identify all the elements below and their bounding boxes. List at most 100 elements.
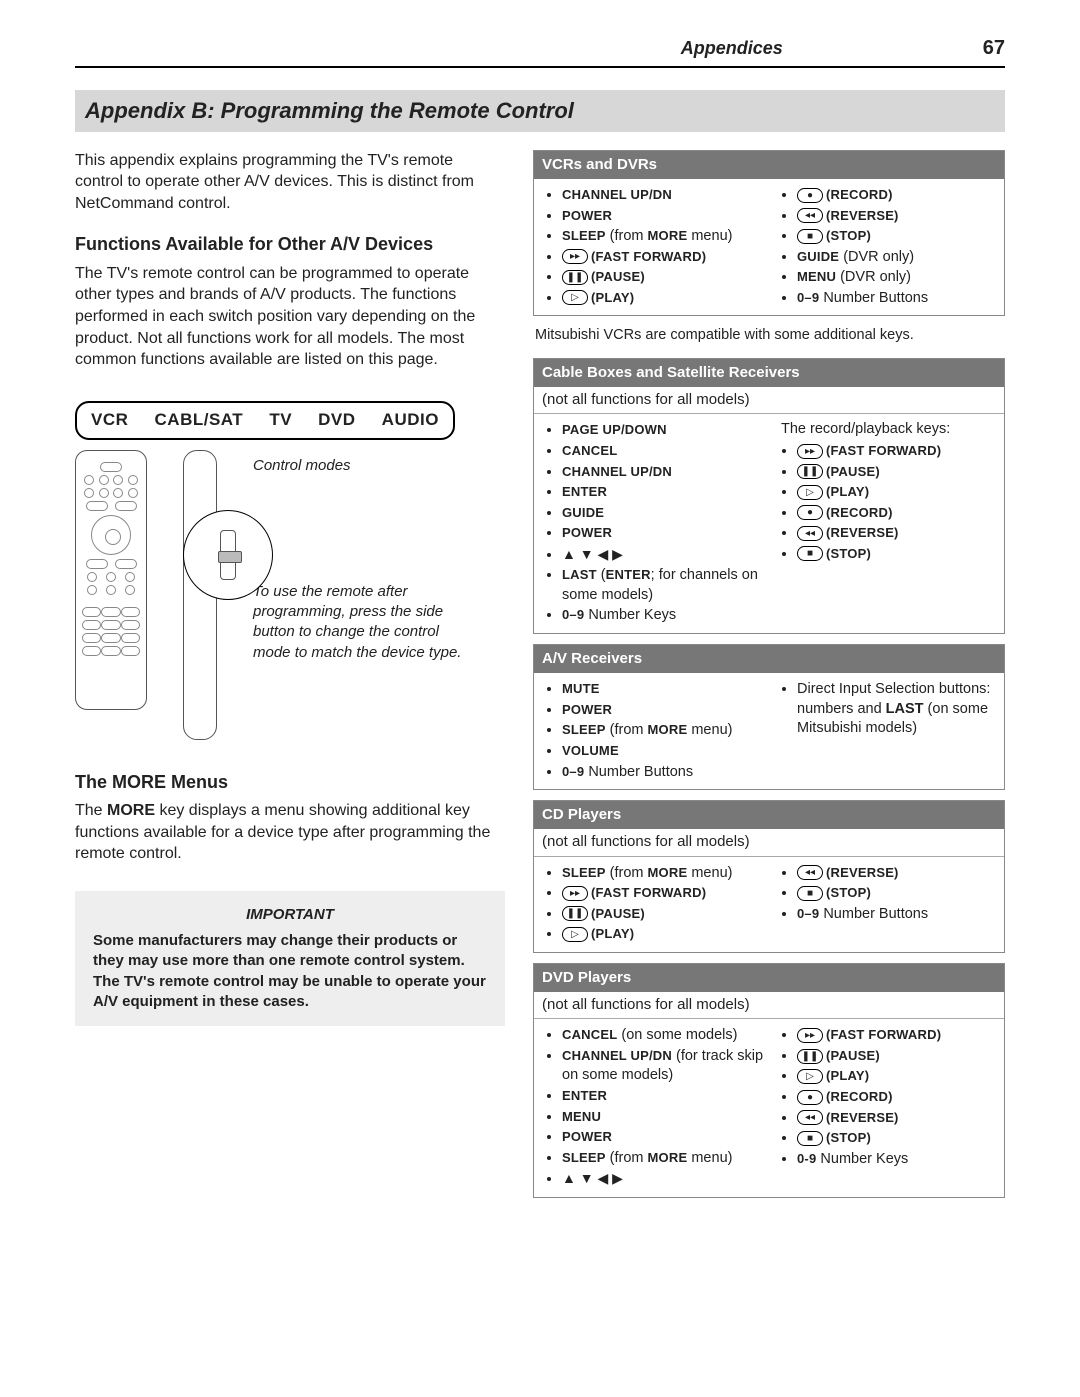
function-item: POWER — [562, 207, 765, 227]
function-item: ENTER — [562, 483, 765, 503]
function-item: ▲ ▼ ◀ ▶ — [562, 1169, 765, 1190]
function-item: ▲ ▼ ◀ ▶ — [562, 545, 765, 566]
right-column: VCRs and DVRsCHANNEL UP/DNPOWERSLEEP (fr… — [533, 150, 1005, 1208]
remote-front-view — [75, 450, 147, 710]
func-key: SLEEP — [562, 228, 606, 243]
more-body-key: MORE — [107, 802, 155, 819]
func-key: (PAUSE) — [591, 269, 645, 284]
stop-icon: ■ — [797, 546, 823, 561]
vcr-col-right: ●(RECORD)◂◂(REVERSE)■(STOP)GUIDE (DVR on… — [769, 179, 1004, 315]
play-icon: ▷ — [562, 927, 588, 942]
function-item: GUIDE — [562, 504, 765, 524]
cable-header: Cable Boxes and Satellite Receivers — [534, 359, 1004, 387]
mode-cablsat: CABL/SAT — [155, 409, 244, 432]
pause-icon: ❚❚ — [797, 464, 823, 479]
stop-icon: ■ — [797, 1131, 823, 1146]
vcr-header: VCRs and DVRs — [534, 151, 1004, 179]
function-item: POWER — [562, 701, 765, 721]
function-item: ❚❚(PAUSE) — [562, 268, 765, 288]
remote-illustration: Control modes To use the remote after pr… — [75, 450, 505, 740]
function-item: MENU (DVR only) — [797, 268, 1000, 288]
function-item: VOLUME — [562, 742, 765, 762]
function-item: PAGE UP/DOWN — [562, 421, 765, 441]
rec-icon: ● — [797, 188, 823, 203]
cd-col-left: SLEEP (from MORE menu)▸▸(FAST FORWARD)❚❚… — [534, 857, 769, 952]
function-item: 0–9 Number Keys — [562, 606, 765, 626]
mode-dvd: DVD — [318, 409, 355, 432]
dvd-col-right: ▸▸(FAST FORWARD)❚❚(PAUSE)▷(PLAY)●(RECORD… — [769, 1019, 1004, 1197]
func-key: POWER — [562, 525, 612, 540]
func-key: 0-9 — [797, 1151, 816, 1166]
av-col-left: MUTEPOWERSLEEP (from MORE menu)VOLUME0–9… — [534, 673, 769, 789]
function-item: ▸▸(FAST FORWARD) — [562, 884, 765, 904]
func-key: (REVERSE) — [826, 208, 899, 223]
func-key: (FAST FORWARD) — [826, 443, 941, 458]
function-item: ●(RECORD) — [797, 1088, 1000, 1108]
function-item: POWER — [562, 1128, 765, 1148]
rev-icon: ◂◂ — [797, 208, 823, 223]
function-item: 0–9 Number Buttons — [797, 905, 1000, 925]
dvd-header: DVD Players — [534, 964, 1004, 992]
av-col-right: Direct Input Selection buttons: numbers … — [769, 673, 1004, 789]
function-item: ❚❚(PAUSE) — [797, 463, 1000, 483]
func-key: (REVERSE) — [826, 865, 899, 880]
func-key: (RECORD) — [826, 505, 893, 520]
function-item: ▷(PLAY) — [562, 925, 765, 945]
func-key: (STOP) — [826, 228, 871, 243]
arrow-keys-icon: ▲ ▼ ◀ ▶ — [562, 1170, 623, 1186]
important-label: IMPORTANT — [93, 905, 487, 925]
mode-vcr: VCR — [91, 409, 128, 432]
func-key: POWER — [562, 1129, 612, 1144]
function-item: 0–9 Number Buttons — [562, 763, 765, 783]
function-item: MENU — [562, 1108, 765, 1128]
function-item: ▸▸(FAST FORWARD) — [797, 1026, 1000, 1046]
vcr-footnote: Mitsubishi VCRs are compatible with some… — [535, 326, 1005, 346]
more-menus-body: The MORE key displays a menu showing add… — [75, 800, 505, 865]
cable-note: (not all functions for all models) — [534, 387, 1004, 414]
rec-icon: ● — [797, 505, 823, 520]
func-key: POWER — [562, 208, 612, 223]
section-title: Appendices — [681, 36, 783, 60]
func-key: PAGE UP/DOWN — [562, 422, 667, 437]
cd-table: CD Players(not all functions for all mod… — [533, 800, 1005, 953]
rev-icon: ◂◂ — [797, 1110, 823, 1125]
function-item: CANCEL (on some models) — [562, 1026, 765, 1046]
function-item: 0–9 Number Buttons — [797, 289, 1000, 309]
function-item: SLEEP (from MORE menu) — [562, 721, 765, 741]
func-key: (STOP) — [826, 546, 871, 561]
func-key: 0–9 — [797, 906, 819, 921]
ff-icon: ▸▸ — [797, 444, 823, 459]
arrow-keys-icon: ▲ ▼ ◀ ▶ — [562, 546, 623, 562]
function-item: ▷(PLAY) — [797, 483, 1000, 503]
function-item: ▸▸(FAST FORWARD) — [562, 248, 765, 268]
mode-audio: AUDIO — [382, 409, 439, 432]
function-item: GUIDE (DVR only) — [797, 248, 1000, 268]
func-key: (FAST FORWARD) — [591, 249, 706, 264]
func-key: (PAUSE) — [826, 1048, 880, 1063]
func-key: MENU — [562, 1109, 601, 1124]
control-modes-caption: Control modes — [253, 456, 473, 476]
side-button-caption: To use the remote after programming, pre… — [253, 582, 473, 663]
function-item: CHANNEL UP/DN — [562, 463, 765, 483]
function-item: ❚❚(PAUSE) — [797, 1047, 1000, 1067]
play-icon: ▷ — [797, 485, 823, 500]
dvd-note: (not all functions for all models) — [534, 992, 1004, 1019]
func-key: SLEEP — [562, 1150, 606, 1165]
vcr-table: VCRs and DVRsCHANNEL UP/DNPOWERSLEEP (fr… — [533, 150, 1005, 317]
more-body-1: The — [75, 802, 107, 819]
func-key: CHANNEL UP/DN — [562, 187, 672, 202]
func-key: CANCEL — [562, 1027, 617, 1042]
func-key: (STOP) — [826, 1130, 871, 1145]
func-key: GUIDE — [562, 505, 604, 520]
function-item: ENTER — [562, 1087, 765, 1107]
ff-icon: ▸▸ — [562, 249, 588, 264]
function-item: ◂◂(REVERSE) — [797, 524, 1000, 544]
function-item: ●(RECORD) — [797, 186, 1000, 206]
function-item: CHANNEL UP/DN (for track skip on some mo… — [562, 1047, 765, 1086]
side-button-callout — [183, 510, 273, 600]
function-item: ❚❚(PAUSE) — [562, 905, 765, 925]
appendix-banner: Appendix B: Programming the Remote Contr… — [75, 90, 1005, 132]
dvd-table: DVD Players(not all functions for all mo… — [533, 963, 1005, 1198]
rev-icon: ◂◂ — [797, 865, 823, 880]
ff-icon: ▸▸ — [797, 1028, 823, 1043]
